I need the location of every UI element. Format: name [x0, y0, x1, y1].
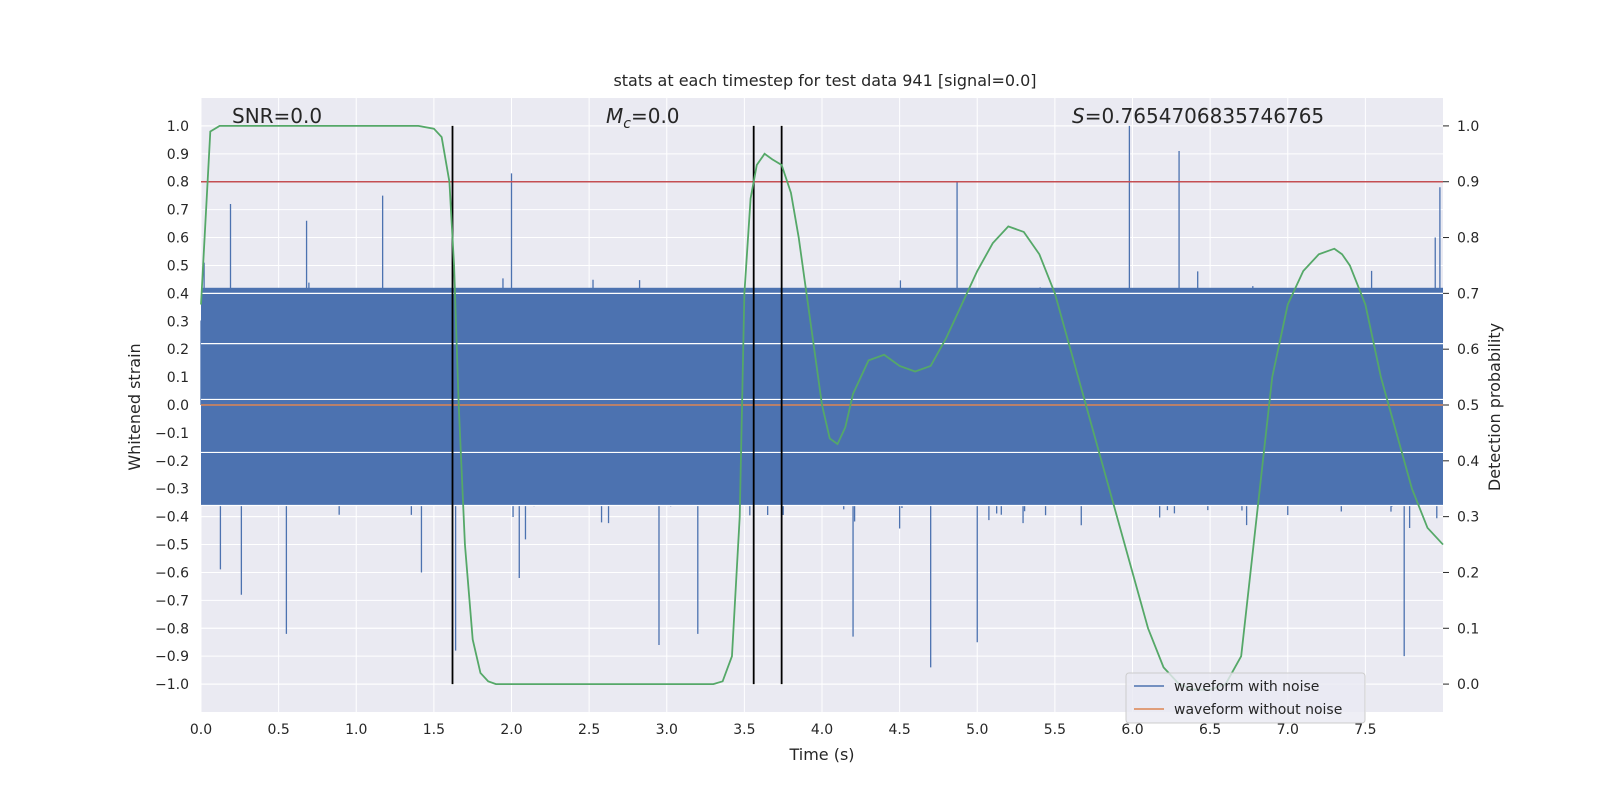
x-tick-label: 7.0 [1277, 722, 1299, 738]
legend-label-noisy: waveform with noise [1174, 679, 1319, 695]
y-right-tick-label: 0.8 [1457, 231, 1479, 247]
y-left-tick-label: −0.8 [155, 621, 189, 637]
noisy-waveform-band [201, 287, 1443, 506]
y-left-tick-label: −0.6 [155, 565, 189, 581]
y-right-tick-label: 0.4 [1457, 454, 1479, 470]
y-right-tick-label: 0.3 [1457, 510, 1479, 526]
y-left-tick-label: 0.4 [167, 286, 189, 302]
y-left-tick-label: −0.1 [155, 426, 189, 442]
mc-symbol: M [606, 104, 623, 128]
x-tick-label: 0.0 [190, 722, 212, 738]
x-tick-label: 3.5 [733, 722, 755, 738]
y-left-tick-label: −0.5 [155, 538, 189, 554]
y-right-tick-label: 1.0 [1457, 119, 1479, 135]
s-annotation: S=0.7654706835746765 [1072, 104, 1324, 128]
x-tick-label: 6.0 [1121, 722, 1143, 738]
y-left-tick-label: −0.7 [155, 593, 189, 609]
mc-annotation: Mc=0.0 [606, 104, 680, 132]
x-tick-label: 0.5 [267, 722, 289, 738]
y-left-tick-label: 0.0 [167, 398, 189, 414]
s-symbol: S [1072, 104, 1085, 128]
legend-box [1125, 672, 1366, 724]
y-left-tick-label: 0.8 [167, 175, 189, 191]
y-left-tick-label: 1.0 [167, 119, 189, 135]
mc-value: =0.0 [631, 104, 680, 128]
y-right-tick-label: 0.0 [1457, 677, 1479, 693]
y-left-tick-label: −0.4 [155, 510, 189, 526]
y-left-tick-label: −0.3 [155, 482, 189, 498]
y-left-tick-label: 0.6 [167, 231, 189, 247]
y-left-tick-label: 0.7 [167, 203, 189, 219]
x-tick-label: 4.0 [811, 722, 833, 738]
noisy-waveform-layer [200, 125, 1443, 668]
x-tick-label: 1.0 [345, 722, 367, 738]
mc-subscript: c [623, 116, 631, 132]
y-left-tick-label: −1.0 [155, 677, 189, 693]
legend-label-clean: waveform without noise [1174, 702, 1342, 718]
s-value: =0.7654706835746765 [1085, 104, 1324, 128]
y-right-tick-label: 0.2 [1457, 565, 1479, 581]
y-right-tick-label: 0.5 [1457, 398, 1479, 414]
y-left-tick-label: 0.5 [167, 258, 189, 274]
x-tick-label: 5.5 [1044, 722, 1066, 738]
y-right-tick-label: 0.6 [1457, 342, 1479, 358]
y-right-tick-label: 0.9 [1457, 175, 1479, 191]
x-tick-label: 7.5 [1354, 722, 1376, 738]
line-layer [200, 125, 1444, 691]
y-axis-right-label: Detection probability [1485, 323, 1504, 491]
y-right-tick-label: 0.7 [1457, 286, 1479, 302]
legend: waveform with noise waveform without noi… [1125, 672, 1366, 724]
x-tick-label: 4.5 [888, 722, 910, 738]
y-left-tick-label: 0.3 [167, 314, 189, 330]
x-tick-label: 1.5 [423, 722, 445, 738]
x-tick-label: 3.0 [656, 722, 678, 738]
y-left-tick-label: −0.9 [155, 649, 189, 665]
y-right-tick-label: 0.1 [1457, 621, 1479, 637]
y-left-tick-label: 0.2 [167, 342, 189, 358]
x-tick-label: 5.0 [966, 722, 988, 738]
y-left-tick-label: 0.9 [167, 147, 189, 163]
x-tick-label: 2.5 [578, 722, 600, 738]
y-axis-left-label: Whitened strain [125, 343, 144, 470]
y-left-tick-label: 0.1 [167, 370, 189, 386]
x-tick-label: 6.5 [1199, 722, 1221, 738]
x-tick-label: 2.0 [500, 722, 522, 738]
snr-annotation: SNR=0.0 [232, 104, 322, 128]
axis-layer: 0.0 0.5 1.0 1.5 2.0 2.5 3.0 3.5 4.0 4.5 5.0 5.5 6.0 6… [155, 119, 1479, 738]
detection-probability-series [200, 125, 1444, 691]
y-left-tick-label: −0.2 [155, 454, 189, 470]
x-axis-label: Time (s) [788, 745, 854, 764]
chart-title: stats at each timestep for test data 941… [613, 71, 1036, 90]
